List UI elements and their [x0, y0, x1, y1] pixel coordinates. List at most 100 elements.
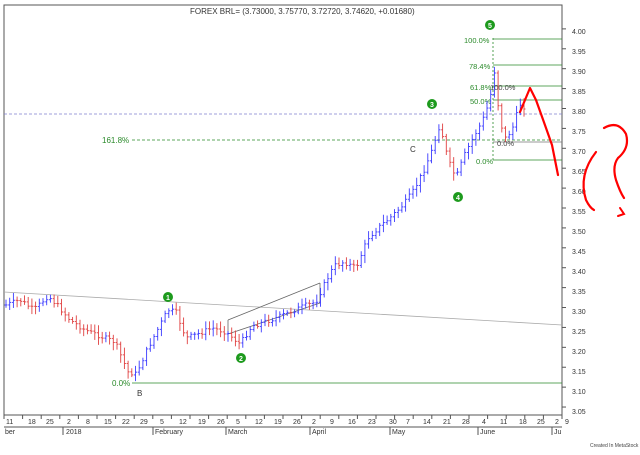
y-tick-label: 3.40 [572, 269, 586, 276]
x-day-label: 5 [160, 419, 164, 426]
ohlc-bar [348, 258, 352, 271]
hand-drawn-paren [582, 150, 598, 212]
ohlc-bar [204, 321, 208, 341]
ohlc-bar [34, 301, 38, 315]
x-day-label: 5 [236, 419, 240, 426]
ohlc-bar [459, 159, 463, 177]
ohlc-bar [248, 326, 252, 340]
hand-drawn-projection [518, 86, 560, 177]
ohlc-bar [411, 185, 415, 199]
svg-text:2: 2 [239, 356, 243, 363]
x-month-label: May [392, 429, 406, 436]
ohlc-bar [78, 319, 82, 334]
ohlc-bar [385, 215, 389, 225]
ohlc-bar [67, 312, 71, 323]
ohlc-bar [222, 326, 226, 341]
ohlc-bar [282, 309, 285, 320]
ohlc-bar [422, 165, 426, 183]
ohlc-bar [515, 105, 519, 132]
x-day-label: 2 [67, 419, 71, 426]
svg-text:5: 5 [488, 23, 492, 30]
y-tick-label: 3.45 [572, 249, 586, 256]
ohlc-bar [152, 334, 156, 349]
x-day-label: 22 [122, 419, 130, 426]
ohlc-bar [145, 346, 149, 366]
ohlc-bar [293, 309, 297, 318]
ohlc-bar [137, 360, 141, 376]
ohlc-bar [359, 251, 363, 268]
ohlc-bar [311, 299, 315, 310]
ohlc-bar [474, 129, 478, 146]
ohlc-bar [470, 134, 474, 154]
ohlc-bar [245, 330, 248, 341]
y-tick-label: 3.95 [572, 49, 586, 56]
wave-2-marker: 2 [236, 353, 246, 363]
y-tick-label: 3.75 [572, 129, 586, 136]
ohlc-bar [467, 142, 470, 160]
ohlc-bar [74, 315, 78, 330]
channel-lower [227, 302, 321, 335]
x-day-label: 30 [389, 419, 397, 426]
x-month-label: March [228, 429, 248, 436]
ohlc-bar [97, 325, 100, 345]
ohlc-bar [211, 320, 215, 337]
ohlc-bar [278, 311, 282, 323]
ohlc-bar [356, 259, 359, 271]
ohlc-bar [60, 298, 63, 316]
x-month-label: ber [5, 429, 16, 436]
ohlc-bar [163, 310, 167, 324]
ohlc-bar [37, 298, 41, 312]
ohlc-bar [507, 130, 511, 140]
y-tick-label: 3.10 [572, 389, 586, 396]
fib-zero-label: 0.0% [112, 379, 130, 388]
ohlc-bar [108, 331, 112, 345]
ohlc-bar [171, 304, 174, 316]
ohlc-bar [270, 317, 274, 327]
x-day-label: 12 [255, 419, 263, 426]
ohlc-bar [478, 122, 482, 141]
ohlc-bar [256, 320, 260, 329]
x-day-label: 18 [28, 419, 36, 426]
x-day-label: 16 [348, 419, 356, 426]
credit-text: Created In MetaStock [590, 443, 639, 449]
fib-100-inner-label: 100.0% [490, 83, 516, 92]
ohlc-bar [178, 306, 182, 331]
x-month-label: Ju [554, 429, 562, 436]
ohlc-bar [511, 122, 515, 140]
ohlc-bar [481, 111, 485, 131]
ohlc-bar [274, 310, 278, 327]
y-tick-label: 3.05 [572, 409, 586, 416]
x-day-label: 25 [537, 419, 545, 426]
ohlc-bar [319, 287, 322, 307]
y-tick-label: 3.90 [572, 69, 586, 76]
ohlc-bar [344, 257, 348, 270]
ohlc-bar [452, 157, 456, 181]
ohlc-bar [41, 298, 45, 307]
ohlc-bar [315, 294, 319, 308]
ohlc-bar [219, 321, 223, 338]
x-day-label: 18 [519, 419, 527, 426]
x-day-label: 25 [46, 419, 54, 426]
x-month-label: 2018 [66, 429, 82, 436]
ohlc-bar [407, 188, 411, 202]
ohlc-bar [267, 314, 271, 327]
ohlc-bar [26, 296, 30, 310]
ohlc-bar [30, 298, 34, 315]
y-tick-label: 3.35 [572, 289, 586, 296]
channel-upper [227, 282, 321, 321]
fib-1618-label: 161.8% [102, 136, 129, 145]
ohlc-bar [89, 324, 93, 334]
x-month-label: April [312, 429, 326, 436]
x-day-label: 29 [140, 419, 148, 426]
svg-text:1: 1 [166, 295, 170, 302]
ohlc-bar [11, 292, 15, 308]
y-tick-label: 3.25 [572, 329, 586, 336]
ohlc-bar [100, 331, 104, 344]
hand-drawn-question-dot [617, 207, 626, 217]
ohlc-bar [8, 297, 12, 310]
ohlc-bar [396, 206, 400, 219]
ohlc-bar [455, 167, 459, 176]
ohlc-bar [200, 328, 204, 339]
ohlc-bar [174, 302, 178, 315]
